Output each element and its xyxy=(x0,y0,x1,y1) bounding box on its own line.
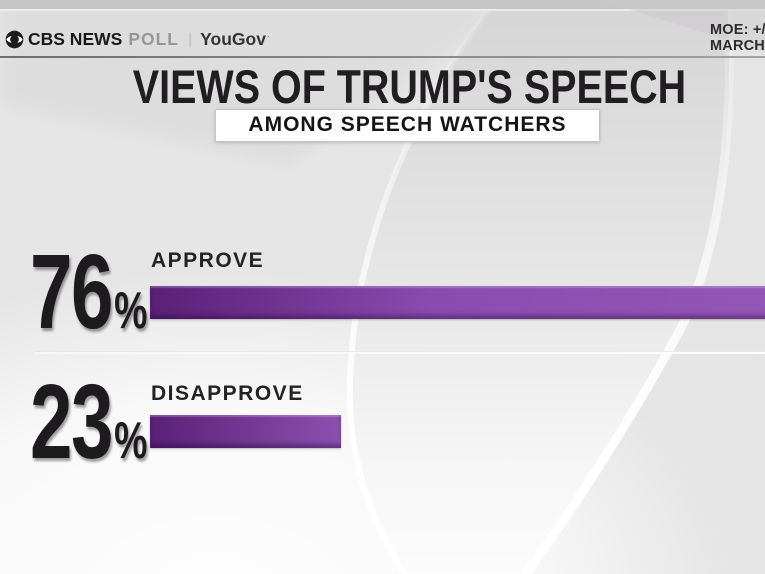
approve-value: 76 % xyxy=(30,239,147,345)
brand-yougov: YouGov xyxy=(200,29,266,49)
subtitle-box: AMONG SPEECH WATCHERS xyxy=(215,109,600,142)
brand-divider: | xyxy=(187,30,193,48)
disapprove-number: 23 xyxy=(30,363,113,481)
approve-bar xyxy=(150,286,765,319)
brand-cbs-news: CBS NEWS xyxy=(28,29,123,49)
disapprove-bar xyxy=(150,415,341,448)
header-rule xyxy=(0,56,765,58)
brand-header: CBS NEWS POLL | YouGov ´ xyxy=(5,29,270,50)
brand-poll: POLL xyxy=(128,29,179,49)
disapprove-percent-sign: % xyxy=(114,412,148,470)
subtitle-text: AMONG SPEECH WATCHERS xyxy=(248,113,567,136)
disapprove-label: DISAPPROVE xyxy=(151,382,304,405)
approve-number: 76 xyxy=(30,233,113,351)
moe-note: MOE: +/- MARCH xyxy=(710,22,765,54)
subtitle-wrap: AMONG SPEECH WATCHERS xyxy=(25,109,765,142)
page-title: VIEWS OF TRUMP'S SPEECH xyxy=(132,60,687,113)
row-divider xyxy=(35,351,765,354)
disapprove-value: 23 % xyxy=(30,369,147,475)
moe-line2: MARCH xyxy=(710,37,765,54)
brand-trademark: ´ xyxy=(266,34,270,45)
cbs-eye-icon xyxy=(5,30,24,49)
moe-line1: MOE: +/- xyxy=(710,22,765,38)
approve-percent-sign: % xyxy=(114,282,148,340)
approve-label: APPROVE xyxy=(151,249,265,272)
